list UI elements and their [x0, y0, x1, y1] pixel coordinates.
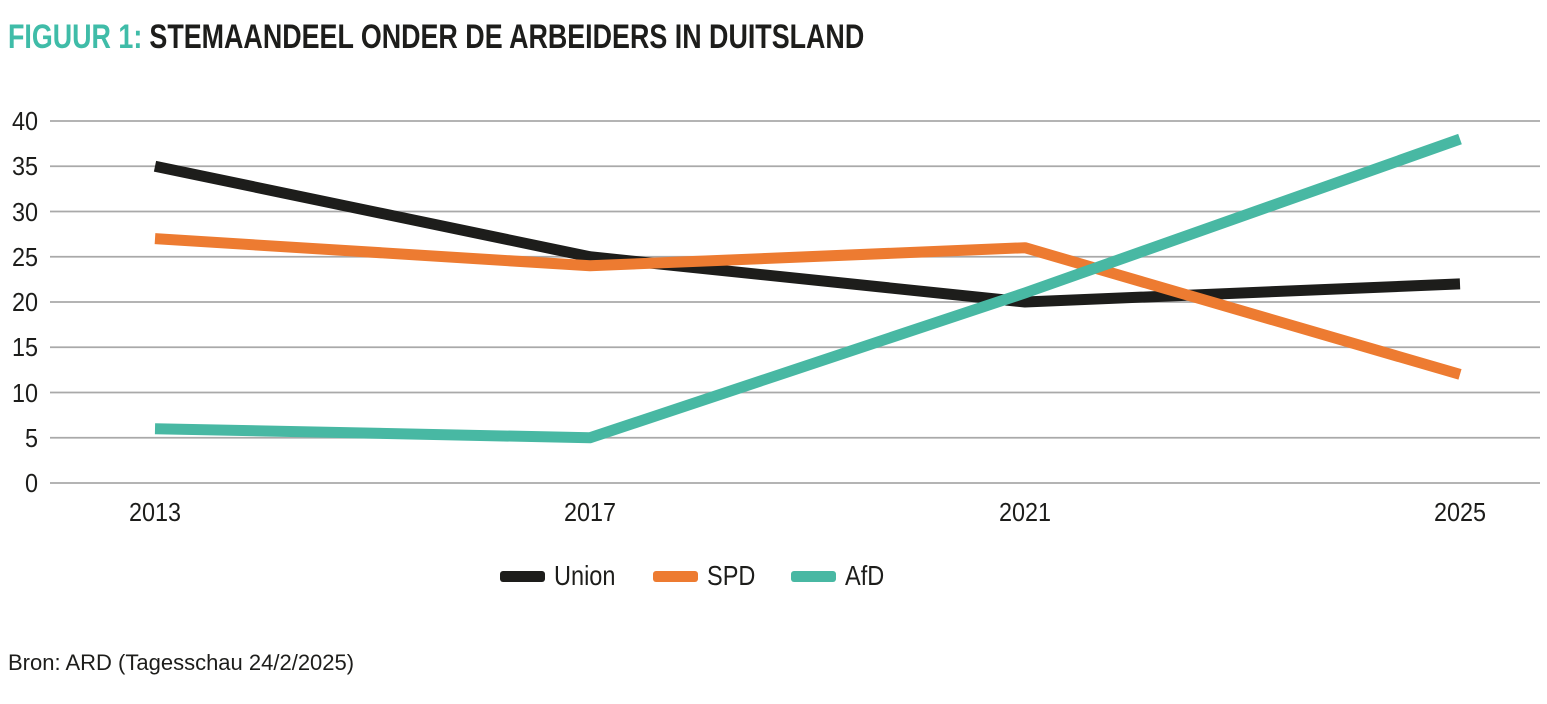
legend-item-spd: SPD	[653, 560, 765, 592]
legend-swatch-afd	[790, 570, 836, 582]
figure-title-text: STEMAANDEEL ONDER DE ARBEIDERS IN DUITSL…	[149, 18, 865, 56]
legend-item-afd: AfD	[790, 560, 892, 592]
series-line-afd	[154, 133, 1462, 444]
legend-label-afd: AfD	[844, 560, 884, 591]
figure-number-label: FIGUUR 1:	[8, 18, 143, 56]
legend-label-union: Union	[554, 560, 616, 591]
figure-title: FIGUUR 1: STEMAANDEEL ONDER DE ARBEIDERS …	[8, 16, 864, 58]
legend-label-spd: SPD	[707, 560, 756, 591]
legend-item-union: Union	[500, 560, 627, 592]
legend-swatch-spd	[653, 570, 699, 582]
legend-swatch-union	[500, 570, 545, 582]
series-line-union	[153, 160, 1461, 308]
source-note: Bron: ARD (Tagesschau 24/2/2025)	[8, 650, 355, 675]
chart-legend: Union SPD AfD	[500, 560, 891, 592]
series-line-spd	[154, 233, 1462, 380]
